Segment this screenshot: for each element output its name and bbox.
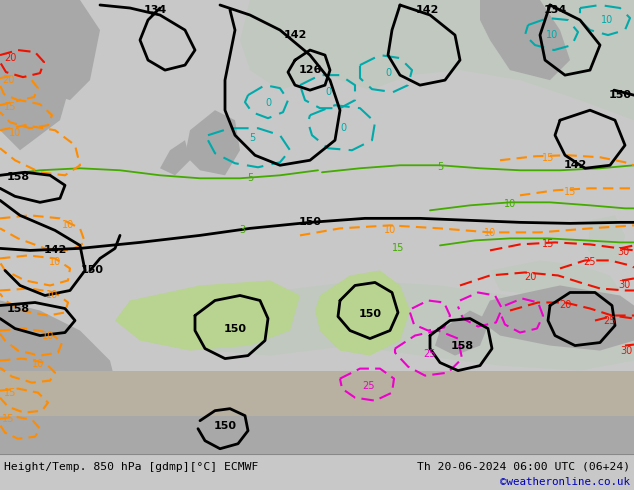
Polygon shape <box>588 215 625 266</box>
Text: 15: 15 <box>4 102 16 112</box>
Text: 158: 158 <box>6 172 30 182</box>
Text: 0: 0 <box>265 98 271 108</box>
Text: 150: 150 <box>224 323 247 334</box>
Text: 134: 134 <box>143 5 167 15</box>
Text: 142: 142 <box>564 160 586 170</box>
Polygon shape <box>240 0 330 90</box>
Polygon shape <box>0 411 634 454</box>
Text: 0: 0 <box>325 87 331 97</box>
Text: 5: 5 <box>247 173 253 183</box>
Text: 25: 25 <box>362 381 374 391</box>
Polygon shape <box>315 270 410 356</box>
Polygon shape <box>490 260 620 300</box>
Polygon shape <box>310 0 634 120</box>
Text: 30: 30 <box>620 345 632 356</box>
Polygon shape <box>0 0 80 150</box>
Polygon shape <box>480 0 570 80</box>
Text: Th 20-06-2024 06:00 UTC (06+24): Th 20-06-2024 06:00 UTC (06+24) <box>417 462 630 472</box>
Text: 10: 10 <box>42 331 54 341</box>
Text: 5: 5 <box>437 162 443 172</box>
Text: 10: 10 <box>504 199 516 209</box>
Text: Height/Temp. 850 hPa [gdmp][°C] ECMWF: Height/Temp. 850 hPa [gdmp][°C] ECMWF <box>4 462 259 472</box>
Text: 30: 30 <box>617 247 629 257</box>
Text: 158: 158 <box>450 341 474 350</box>
Text: 15: 15 <box>4 388 16 398</box>
Text: 0: 0 <box>385 68 391 78</box>
Text: 142: 142 <box>43 245 67 255</box>
Text: 5: 5 <box>249 133 255 143</box>
Text: 10: 10 <box>32 359 44 368</box>
Text: 20: 20 <box>524 272 536 282</box>
Text: 25: 25 <box>604 316 616 325</box>
Text: 30: 30 <box>618 280 630 291</box>
Polygon shape <box>385 20 450 70</box>
Polygon shape <box>115 280 300 350</box>
Text: 10: 10 <box>546 30 558 40</box>
Text: 150: 150 <box>299 218 321 227</box>
Text: 150: 150 <box>358 309 382 318</box>
Text: 20: 20 <box>559 300 571 311</box>
Polygon shape <box>0 300 120 446</box>
Text: 20: 20 <box>2 75 14 85</box>
Text: 15: 15 <box>542 153 554 163</box>
Text: 25: 25 <box>584 257 596 268</box>
Polygon shape <box>160 140 190 175</box>
Polygon shape <box>0 0 100 100</box>
Text: 134: 134 <box>543 5 567 15</box>
Text: 10: 10 <box>62 220 74 230</box>
Text: 10: 10 <box>46 291 58 300</box>
Polygon shape <box>435 311 490 356</box>
Text: 15: 15 <box>2 414 14 424</box>
Text: 10: 10 <box>9 128 21 138</box>
Polygon shape <box>480 286 634 350</box>
Text: 15: 15 <box>542 240 554 249</box>
Text: 3: 3 <box>239 225 245 235</box>
Text: 10: 10 <box>49 257 61 268</box>
Text: 10: 10 <box>384 225 396 235</box>
Polygon shape <box>185 110 240 175</box>
Text: ©weatheronline.co.uk: ©weatheronline.co.uk <box>500 477 630 487</box>
Polygon shape <box>210 280 634 370</box>
Text: 15: 15 <box>564 187 576 197</box>
Text: 10: 10 <box>484 228 496 238</box>
Text: 150: 150 <box>81 266 103 275</box>
Text: 150: 150 <box>214 421 236 431</box>
Text: 142: 142 <box>283 30 307 40</box>
Text: 142: 142 <box>415 5 439 15</box>
Text: 10: 10 <box>601 15 613 25</box>
Text: 150: 150 <box>609 90 631 100</box>
Polygon shape <box>0 370 634 416</box>
Text: 20: 20 <box>4 53 16 63</box>
Text: 158: 158 <box>6 303 30 314</box>
Text: 15: 15 <box>392 244 404 253</box>
Text: 0: 0 <box>340 123 346 133</box>
Text: 25: 25 <box>424 348 436 359</box>
Text: 126: 126 <box>299 65 321 75</box>
